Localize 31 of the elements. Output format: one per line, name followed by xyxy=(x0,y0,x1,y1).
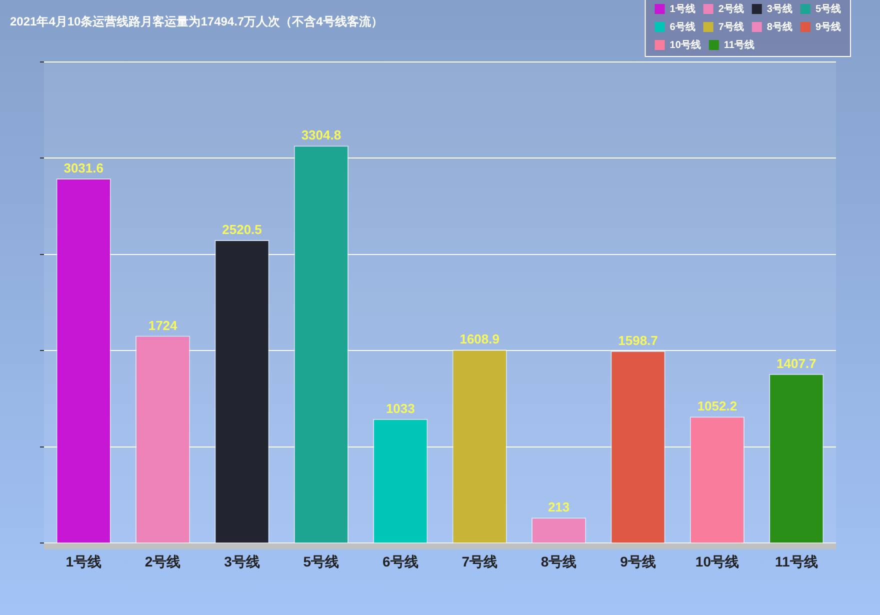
data-label: 1407.7 xyxy=(776,356,816,371)
legend-label: 1号线 xyxy=(670,2,696,15)
x-tick-label: 6号线 xyxy=(382,553,418,570)
x-tick-label: 5号线 xyxy=(303,553,340,570)
legend-label: 10号线 xyxy=(670,38,701,51)
legend-label: 8号线 xyxy=(766,20,792,33)
x-tick-label: 11号线 xyxy=(774,553,818,570)
data-label: 3304.8 xyxy=(301,128,342,143)
data-label: 213 xyxy=(548,500,570,515)
x-tick-label: 1号线 xyxy=(66,553,102,570)
data-label: 1052.2 xyxy=(697,398,738,414)
legend-label: 7号线 xyxy=(718,20,744,33)
legend-label: 9号线 xyxy=(815,20,841,33)
x-tick-label: 7号线 xyxy=(462,553,498,570)
legend-label: 6号线 xyxy=(670,20,696,33)
legend-label: 3号线 xyxy=(766,2,792,15)
legend-label: 11号线 xyxy=(724,38,754,51)
x-tick-label: 10号线 xyxy=(695,553,739,570)
data-label: 1724 xyxy=(148,318,178,333)
x-tick-label: 3号线 xyxy=(224,553,260,570)
data-label: 1608.9 xyxy=(460,332,500,347)
x-tick-label: 2号线 xyxy=(144,553,181,570)
data-label: 2520.5 xyxy=(222,222,262,238)
chart-title: 2021年4月10条运营线路月客运量为17494.7万人次（不含4号线客流） xyxy=(10,14,383,28)
data-label: 1033 xyxy=(386,401,415,416)
legend-label: 5号线 xyxy=(815,2,841,15)
data-label: 3031.6 xyxy=(64,160,104,176)
legend-label: 2号线 xyxy=(718,2,744,15)
data-label: 1598.7 xyxy=(618,332,658,348)
x-tick-label: 9号线 xyxy=(620,553,656,570)
x-tick-label: 8号线 xyxy=(540,553,577,570)
